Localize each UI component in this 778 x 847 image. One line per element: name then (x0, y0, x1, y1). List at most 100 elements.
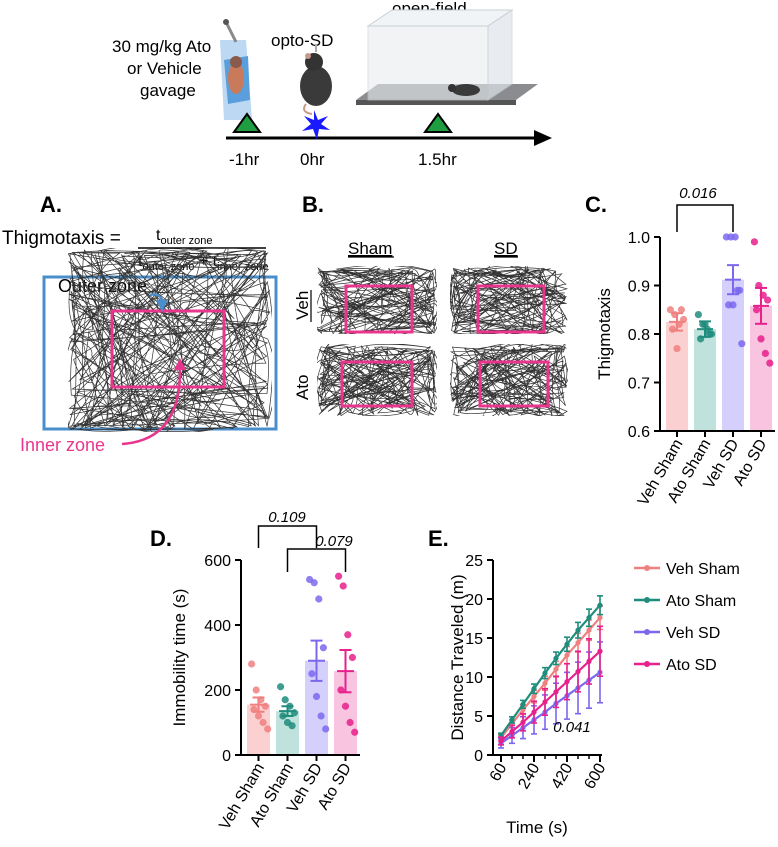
row-label-veh: Veh (293, 291, 312, 320)
series-point (531, 693, 537, 700)
series-point (586, 627, 592, 633)
y-tick-label: 400 (204, 618, 231, 635)
data-point (310, 579, 318, 587)
series-point (531, 686, 537, 692)
panel-c-letter: C. (585, 192, 607, 217)
y-tick-label: 1.0 (628, 230, 650, 247)
data-point (315, 595, 323, 603)
series-point (575, 627, 581, 633)
panel-e: E. 0 5 10 15 20 25 60 240 420 600 Distance Traveled… (428, 526, 740, 837)
series-line (500, 650, 601, 742)
legend-label: Veh Sham (666, 561, 740, 578)
series-point (564, 641, 570, 647)
data-point (259, 718, 267, 727)
data-point (341, 702, 350, 710)
openfield-box-icon (356, 9, 538, 105)
trajectory-trace (68, 248, 272, 432)
time-label-1-5hr: 1.5hr (418, 150, 457, 169)
series-ato-sd (498, 625, 603, 746)
gavage-mouse-icon (220, 19, 252, 120)
data-point (248, 660, 256, 668)
data-point (753, 306, 761, 314)
data-point (738, 340, 746, 348)
data-point (252, 686, 260, 694)
trajectory-veh-sd (450, 266, 568, 334)
panel-a-letter: A. (40, 192, 62, 217)
legend-entry: Veh Sham (634, 561, 740, 578)
openfield-marker-icon (423, 112, 453, 133)
inner-zone-box-ato-sd (478, 360, 550, 408)
data-point (351, 728, 359, 736)
y-tick-label: 10 (465, 670, 483, 687)
p-value-label: 0.016 (679, 185, 717, 202)
data-point (264, 725, 272, 733)
time-label-minus1hr: -1hr (229, 150, 260, 169)
time-label-0hr: 0hr (300, 150, 325, 169)
series-point (520, 701, 526, 707)
data-point (322, 725, 330, 733)
bar-ato-sham (276, 711, 299, 755)
data-point (288, 722, 296, 730)
panel-a: A. Thigmotaxis = touter zone touter zone… (2, 192, 278, 455)
data-point (312, 692, 321, 701)
data-point (254, 712, 263, 720)
trajectory-path (317, 266, 437, 334)
bar-veh-sd (722, 279, 744, 431)
y-tick-label: 0 (474, 748, 483, 765)
bar-veh-sd (305, 660, 328, 755)
x-tick-label: 600 (581, 760, 609, 792)
data-point (348, 653, 356, 662)
series-point (586, 658, 592, 665)
data-point (335, 572, 343, 580)
panel-b: B. Sham SD Veh Ato (293, 192, 568, 416)
series-point (542, 670, 548, 676)
series-point (575, 668, 581, 675)
data-point (339, 582, 347, 590)
y-axis-label: Distance Traveled (m) (448, 574, 467, 740)
treatment-label-line2: or Vehicle (127, 59, 202, 78)
timeline-arrowhead (534, 130, 552, 146)
inner-zone-box-ato-sham (340, 360, 414, 408)
trajectory-ato-sham (317, 344, 437, 416)
significance-bracket (286, 548, 347, 572)
panel-b-letter: B. (302, 192, 324, 217)
y-tick-label: 0.9 (628, 279, 650, 296)
data-point (694, 311, 703, 319)
legend-entry: Veh SD (634, 625, 720, 642)
series-point (542, 699, 548, 705)
y-tick-label: 0.6 (628, 424, 650, 441)
y-tick-label: 200 (204, 683, 231, 700)
legend-entry: Ato Sham (634, 593, 736, 610)
data-point (750, 238, 759, 246)
legend-entry: Ato SD (634, 657, 717, 674)
data-point (731, 233, 739, 241)
data-point (308, 670, 316, 678)
optosd-mouse-icon (300, 44, 332, 115)
series-point (597, 615, 603, 621)
bar-veh-sham (666, 321, 688, 431)
y-tick-label: 5 (474, 709, 483, 726)
data-point (761, 349, 770, 357)
y-tick-label: 0.8 (628, 327, 650, 344)
y-tick-label: 0.7 (628, 376, 650, 393)
x-tick-label: 420 (548, 760, 576, 792)
timeline: 30 mg/kg Ato or Vehicle gavage opto-SD o… (112, 0, 552, 169)
inner-zone-box-veh-sd (476, 284, 546, 334)
inner-zone-label: Inner zone (20, 435, 105, 455)
bar-ato-sd (750, 305, 772, 431)
data-point (344, 631, 352, 639)
column-label-sham: Sham (348, 239, 392, 258)
data-point (757, 335, 765, 343)
series-line (500, 604, 601, 737)
data-point (277, 683, 285, 691)
series-ato-sham (498, 595, 603, 739)
significance-bracket (257, 525, 318, 548)
legend-marker (644, 565, 650, 571)
y-axis-label: Immobility time (s) (170, 589, 189, 727)
legend-marker (644, 597, 650, 603)
significance-bracket (676, 204, 734, 232)
series-point (553, 689, 559, 695)
